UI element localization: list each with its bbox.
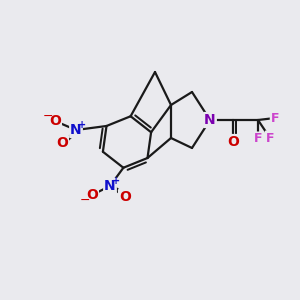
Text: F: F — [266, 131, 274, 145]
Text: F: F — [271, 112, 279, 124]
Text: N: N — [104, 179, 116, 193]
Text: −: − — [43, 110, 53, 122]
Text: N: N — [70, 123, 82, 137]
Text: +: + — [78, 120, 86, 130]
Text: F: F — [254, 133, 262, 146]
Text: O: O — [86, 188, 98, 202]
Text: O: O — [49, 114, 61, 128]
Text: +: + — [112, 176, 120, 186]
Text: −: − — [80, 194, 90, 206]
Text: O: O — [227, 135, 239, 149]
Text: N: N — [204, 113, 216, 127]
Text: O: O — [56, 136, 68, 150]
Text: O: O — [119, 190, 131, 204]
